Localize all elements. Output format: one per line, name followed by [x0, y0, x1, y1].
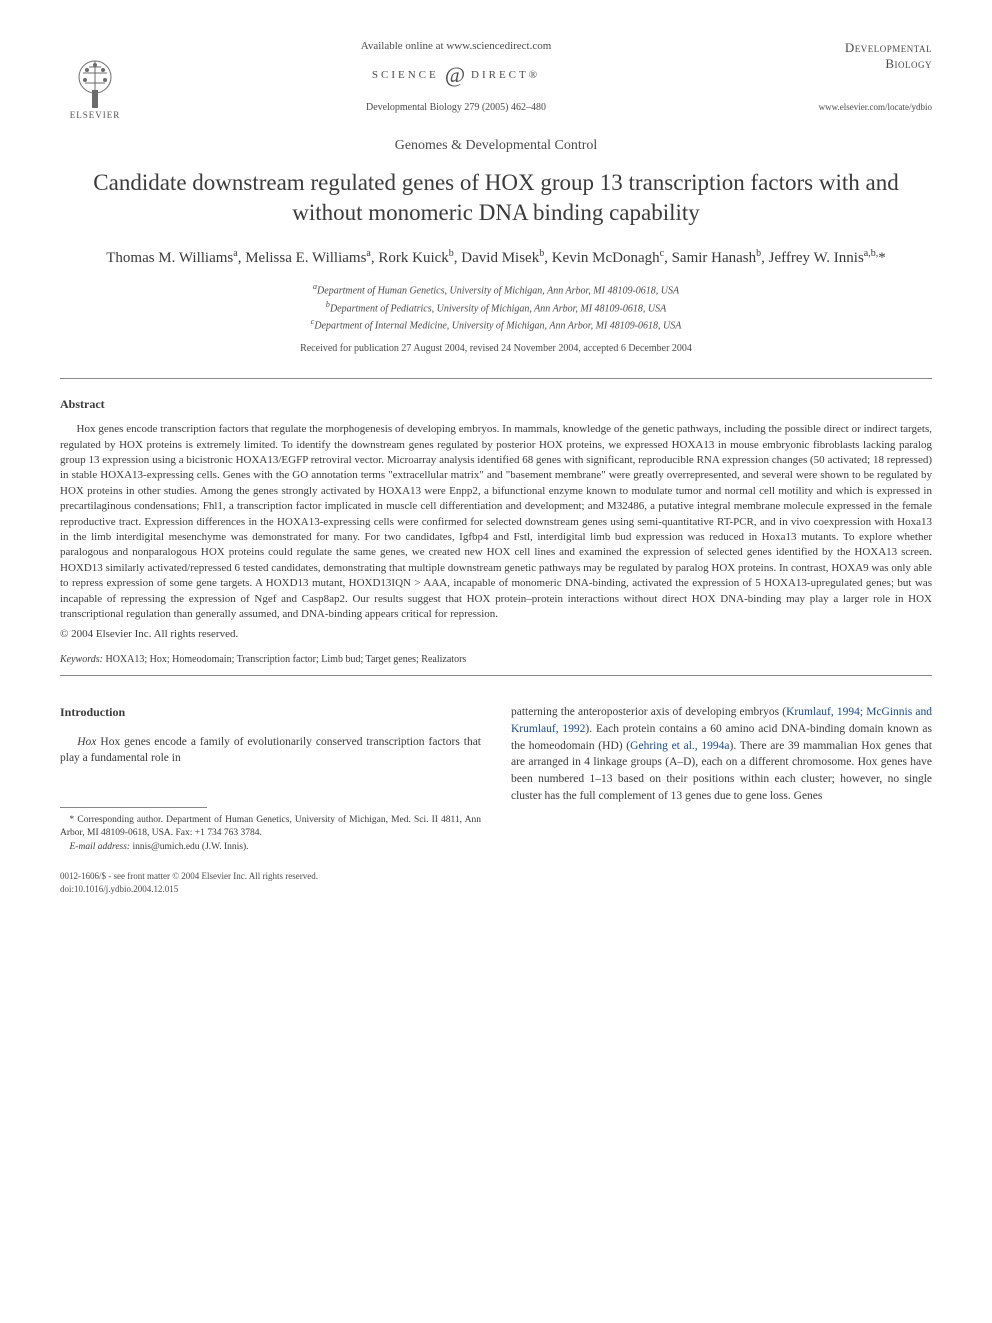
journal-name-2: Biology — [782, 56, 932, 72]
keywords-line: Keywords: HOXA13; Hox; Homeodomain; Tran… — [60, 654, 932, 665]
science-direct-logo: SCIENCE @ DIRECT® — [150, 62, 762, 88]
authors-line: Thomas M. Williamsa, Melissa E. Williams… — [60, 246, 932, 270]
affiliation-c: cDepartment of Internal Medicine, Univer… — [60, 316, 932, 333]
elsevier-logo: ELSEVIER — [60, 40, 130, 120]
introduction-section: Introduction Hox Hox genes encode a fami… — [60, 704, 932, 854]
column-right: patterning the anteroposterior axis of d… — [511, 704, 932, 854]
abstract-body: Hox genes encode transcription factors t… — [60, 422, 932, 622]
affiliation-a: aDepartment of Human Genetics, Universit… — [60, 281, 932, 298]
ref-link-2[interactable]: Gehring et al., 1994a — [630, 740, 729, 752]
affiliation-b: bDepartment of Pediatrics, University of… — [60, 299, 932, 316]
affiliations: aDepartment of Human Genetics, Universit… — [60, 281, 932, 333]
footer-line-2: doi:10.1016/j.ydbio.2004.12.015 — [60, 883, 932, 896]
column-left: Introduction Hox Hox genes encode a fami… — [60, 704, 481, 854]
header-row: ELSEVIER Available online at www.science… — [60, 40, 932, 120]
copyright-line: © 2004 Elsevier Inc. All rights reserved… — [60, 628, 932, 640]
center-header: Available online at www.sciencedirect.co… — [130, 40, 782, 113]
email-line: E-mail address: innis@umich.edu (J.W. In… — [60, 841, 481, 854]
email-address: innis@umich.edu (J.W. Innis). — [132, 842, 248, 852]
footer-line-1: 0012-1606/$ - see front matter © 2004 El… — [60, 870, 932, 883]
article-title: Candidate downstream regulated genes of … — [60, 168, 932, 228]
intro-heading: Introduction — [60, 704, 481, 721]
keywords-list: HOXA13; Hox; Homeodomain; Transcription … — [105, 654, 466, 665]
journal-name-1: Developmental — [782, 40, 932, 56]
corresponding-author: * Corresponding author. Department of Hu… — [60, 814, 481, 841]
footer-meta: 0012-1606/$ - see front matter © 2004 El… — [60, 870, 932, 895]
article-dates: Received for publication 27 August 2004,… — [60, 343, 932, 354]
col2-p1: patterning the anteroposterior axis of d… — [511, 706, 786, 718]
elsevier-label: ELSEVIER — [70, 110, 121, 120]
section-banner: Genomes & Developmental Control — [60, 138, 932, 154]
footnote-rule — [60, 807, 207, 808]
intro-col1-text: Hox genes encode a family of evolutionar… — [60, 736, 481, 765]
sd-at-icon: @ — [445, 62, 465, 88]
citation-line: Developmental Biology 279 (2005) 462–480 — [150, 102, 762, 113]
email-label: E-mail address: — [70, 842, 131, 852]
intro-para-right: patterning the anteroposterior axis of d… — [511, 704, 932, 804]
sd-left: SCIENCE — [372, 69, 439, 81]
available-online-text: Available online at www.sciencedirect.co… — [150, 40, 762, 52]
elsevier-tree-icon — [65, 55, 125, 110]
divider-top — [60, 378, 932, 379]
intro-para-left: Hox Hox genes encode a family of evoluti… — [60, 734, 481, 767]
divider-bottom — [60, 675, 932, 676]
journal-url: www.elsevier.com/locate/ydbio — [782, 102, 932, 112]
two-column-layout: Introduction Hox Hox genes encode a fami… — [60, 704, 932, 854]
abstract-heading: Abstract — [60, 397, 932, 412]
sd-right: DIRECT® — [471, 69, 540, 81]
journal-box: Developmental Biology www.elsevier.com/l… — [782, 40, 932, 112]
keywords-label: Keywords: — [60, 654, 103, 665]
